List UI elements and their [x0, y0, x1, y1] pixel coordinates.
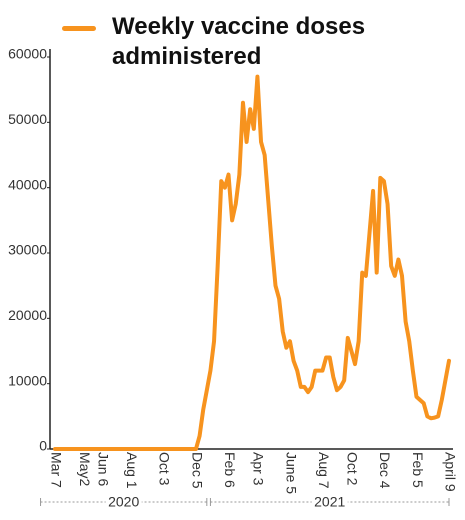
x-tick-label: Oct 3: [157, 452, 173, 486]
x-tick-label: Aug 7: [316, 452, 332, 489]
x-tick-label: Aug 1: [124, 452, 140, 489]
y-tick-label: 20000: [8, 307, 47, 323]
x-tick-label: Feb 5: [410, 452, 426, 488]
legend-swatch: [62, 26, 96, 31]
x-tick-label: Dec 4: [377, 452, 393, 489]
x-tick-label: Oct 2: [345, 452, 361, 486]
x-tick-label: April 9: [442, 452, 458, 492]
year-label-bg: [105, 493, 142, 511]
x-tick-label: Jun 6: [95, 452, 111, 486]
year-label-bg: [311, 493, 348, 511]
x-tick-label: Mar 7: [48, 452, 64, 488]
legend-label: Weekly vaccine doses administered: [112, 13, 366, 70]
x-tick-label: Feb 6: [222, 452, 238, 488]
y-tick-label: 60000: [8, 46, 47, 62]
x-tick-label: Apr 3: [251, 452, 267, 486]
y-tick-label: 50000: [8, 111, 47, 127]
y-tick-label: 0: [39, 438, 47, 454]
y-tick-label: 10000: [8, 372, 47, 388]
x-tick-label: Dec 5: [189, 452, 205, 489]
legend: Weekly vaccine doses administered: [62, 12, 377, 72]
x-tick-label: June 5: [283, 452, 299, 494]
year-label: 2020: [108, 494, 139, 510]
y-tick-label: 40000: [8, 176, 47, 192]
line-series: [53, 74, 451, 451]
x-tick-label: May2: [77, 452, 93, 486]
y-tick-label: 30000: [8, 242, 47, 258]
year-label: 2021: [314, 494, 345, 510]
